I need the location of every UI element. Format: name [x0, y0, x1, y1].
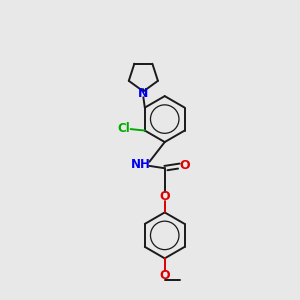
Text: O: O: [159, 190, 170, 203]
Text: O: O: [180, 159, 190, 172]
Text: NH: NH: [131, 158, 151, 171]
Text: N: N: [138, 87, 148, 100]
Text: Cl: Cl: [118, 122, 130, 135]
Text: O: O: [159, 269, 170, 282]
